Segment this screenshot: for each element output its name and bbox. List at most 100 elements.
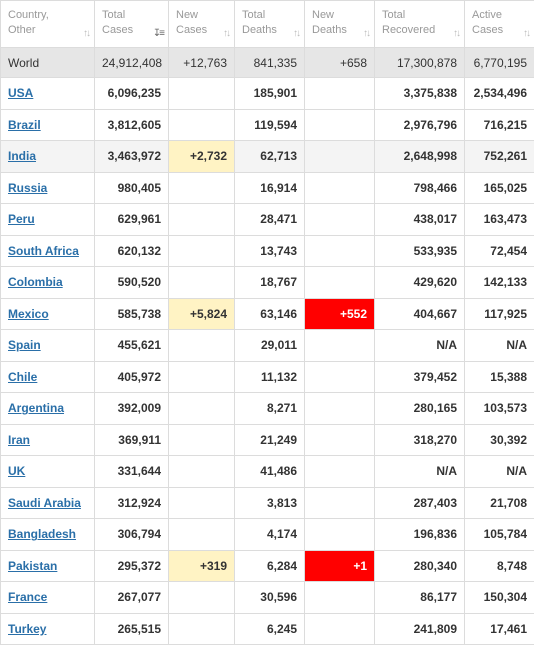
sort-icon[interactable]: ↑↓	[453, 28, 461, 39]
sort-icon[interactable]: ↑↓	[293, 28, 301, 39]
cell-total-recovered: 2,976,796	[374, 108, 465, 141]
cell-total-cases: 3,812,605	[94, 108, 169, 141]
table-row: France 267,077 30,596 86,177 150,304	[0, 581, 534, 614]
column-header-new-cases[interactable]: New Cases ↑↓	[168, 0, 235, 48]
column-header-total-recovered[interactable]: Total Recovered ↑↓	[374, 0, 465, 48]
cell-country: World	[0, 47, 95, 78]
cell-country[interactable]: Russia	[0, 171, 95, 204]
column-header-country[interactable]: Country, Other ↑↓	[0, 0, 95, 48]
cell-country[interactable]: Argentina	[0, 392, 95, 425]
cell-country[interactable]: Turkey	[0, 612, 95, 645]
sort-icon[interactable]: ↑↓	[523, 28, 531, 39]
cell-active-cases: 2,534,496	[464, 77, 534, 110]
cell-new-cases	[168, 423, 235, 456]
cell-country[interactable]: Mexico	[0, 297, 95, 330]
cell-total-deaths: 30,596	[234, 581, 305, 614]
cell-active-cases: 103,573	[464, 392, 534, 425]
cell-new-deaths	[304, 581, 375, 614]
cell-total-recovered: 404,667	[374, 297, 465, 330]
cell-country[interactable]: Peru	[0, 203, 95, 236]
column-header-line1: New	[176, 9, 199, 21]
cell-new-deaths	[304, 423, 375, 456]
country-link[interactable]: Bangladesh	[8, 527, 77, 542]
cell-new-cases	[168, 171, 235, 204]
cell-total-deaths: 21,249	[234, 423, 305, 456]
world-row: World 24,912,408 +12,763 841,335 +658 17,300,…	[0, 47, 534, 78]
cell-total-cases: 295,372	[94, 549, 169, 582]
cell-country[interactable]: USA	[0, 77, 95, 110]
table-row: Colombia 590,520 18,767 429,620 142,133	[0, 266, 534, 299]
cell-country[interactable]: India	[0, 140, 95, 173]
country-link[interactable]: UK	[8, 464, 26, 479]
cell-new-deaths	[304, 234, 375, 267]
cell-total-deaths: 4,174	[234, 518, 305, 551]
country-link[interactable]: Mexico	[8, 306, 49, 321]
cell-total-deaths: 13,743	[234, 234, 305, 267]
country-link[interactable]: Peru	[8, 212, 35, 227]
country-link[interactable]: Brazil	[8, 117, 41, 132]
cell-new-deaths	[304, 486, 375, 519]
cell-new-cases	[168, 266, 235, 299]
country-link[interactable]: Turkey	[8, 621, 47, 636]
cell-total-recovered: 280,165	[374, 392, 465, 425]
table-row: Chile 405,972 11,132 379,452 15,388	[0, 360, 534, 393]
cell-active-cases: 716,215	[464, 108, 534, 141]
cell-total-cases: 392,009	[94, 392, 169, 425]
country-link[interactable]: Russia	[8, 180, 48, 195]
cell-total-cases: 585,738	[94, 297, 169, 330]
cell-country[interactable]: Chile	[0, 360, 95, 393]
sort-icon[interactable]: ↑↓	[223, 28, 231, 39]
country-link[interactable]: Colombia	[8, 275, 63, 290]
country-label: World	[8, 55, 40, 70]
cell-active-cases: 30,392	[464, 423, 534, 456]
cell-country[interactable]: Iran	[0, 423, 95, 456]
cell-total-cases: 629,961	[94, 203, 169, 236]
country-link[interactable]: Chile	[8, 369, 38, 384]
cell-new-deaths: +552	[304, 297, 375, 330]
cell-total-deaths: 29,011	[234, 329, 305, 362]
table-row: Spain 455,621 29,011 N/A N/A	[0, 329, 534, 362]
cell-new-cases	[168, 455, 235, 488]
cell-country[interactable]: South Africa	[0, 234, 95, 267]
sort-icon[interactable]: ↑↓	[363, 28, 371, 39]
table-row: Brazil 3,812,605 119,594 2,976,796 716,215	[0, 108, 534, 141]
cell-total-deaths: 63,146	[234, 297, 305, 330]
country-link[interactable]: Iran	[8, 432, 31, 447]
cell-country[interactable]: Colombia	[0, 266, 95, 299]
sort-icon[interactable]: ↑↓	[83, 28, 91, 39]
column-header-line1: Country,	[8, 9, 49, 21]
cell-new-deaths	[304, 203, 375, 236]
cell-country[interactable]: Saudi Arabia	[0, 486, 95, 519]
country-link[interactable]: USA	[8, 86, 34, 101]
table-row: Bangladesh 306,794 4,174 196,836 105,784	[0, 518, 534, 551]
country-link[interactable]: Saudi Arabia	[8, 495, 81, 510]
cell-country[interactable]: Pakistan	[0, 549, 95, 582]
table-row: South Africa 620,132 13,743 533,935 72,454	[0, 234, 534, 267]
table-row: Argentina 392,009 8,271 280,165 103,573	[0, 392, 534, 425]
table-row: Mexico 585,738 +5,824 63,146 +552 404,667 117,…	[0, 297, 534, 330]
column-header-line2: Deaths	[242, 24, 277, 36]
country-link[interactable]: Argentina	[8, 401, 65, 416]
cell-total-recovered: 287,403	[374, 486, 465, 519]
cell-new-cases: +2,732	[168, 140, 235, 173]
column-header-active-cases[interactable]: Active Cases ↑↓	[464, 0, 534, 48]
country-link[interactable]: Pakistan	[8, 558, 58, 573]
cell-country[interactable]: UK	[0, 455, 95, 488]
column-header-total-deaths[interactable]: Total Deaths ↑↓	[234, 0, 305, 48]
column-header-new-deaths[interactable]: New Deaths ↑↓	[304, 0, 375, 48]
column-header-line2: Cases	[102, 24, 134, 36]
cell-active-cases: 752,261	[464, 140, 534, 173]
country-link[interactable]: France	[8, 590, 48, 605]
sort-desc-icon[interactable]: ↧≡	[152, 28, 165, 39]
country-link[interactable]: Spain	[8, 338, 41, 353]
country-link[interactable]: India	[8, 149, 37, 164]
cell-new-cases	[168, 612, 235, 645]
cell-country[interactable]: Bangladesh	[0, 518, 95, 551]
cell-country[interactable]: Spain	[0, 329, 95, 362]
cell-country[interactable]: France	[0, 581, 95, 614]
cell-country[interactable]: Brazil	[0, 108, 95, 141]
column-header-total-cases[interactable]: Total Cases ↧≡	[94, 0, 169, 48]
country-link[interactable]: South Africa	[8, 243, 79, 258]
cell-total-deaths: 41,486	[234, 455, 305, 488]
